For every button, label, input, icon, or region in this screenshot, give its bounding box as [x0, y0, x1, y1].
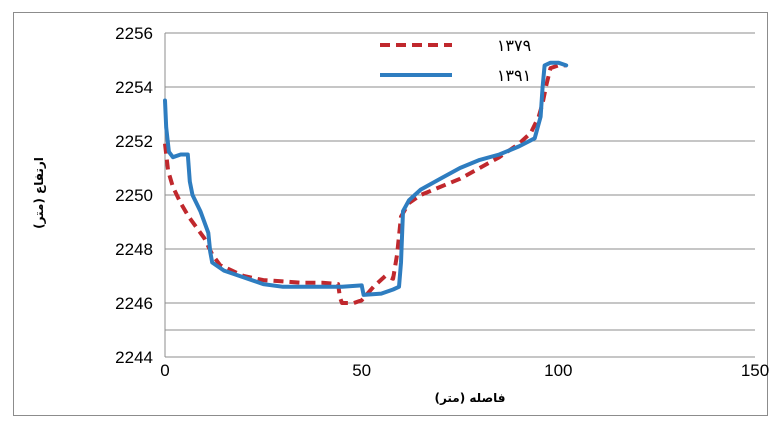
x-tick-label-150: 150 [741, 361, 769, 380]
series-line-0 [163, 63, 567, 305]
x-tick-label-0: 0 [160, 361, 169, 380]
y-tick-label-2250: 2250 [115, 186, 153, 205]
y-tick-label-2244: 2244 [115, 348, 153, 367]
gridlines [165, 32, 755, 331]
series-line-1 [163, 60, 569, 297]
legend-label-1379: ۱۳۷۹ [497, 36, 531, 55]
x-tick-label-100: 100 [544, 361, 572, 380]
legend: ۱۳۷۹ ۱۳۹۱ [380, 36, 531, 85]
axes [164, 33, 755, 358]
legend-label-1391: ۱۳۹۱ [497, 66, 531, 85]
y-axis-title: ارتفاع (متر) [32, 157, 46, 229]
y-tick-label-2254: 2254 [115, 78, 153, 97]
y-tick-label-2252: 2252 [115, 132, 153, 151]
tick-labels: 2244 2246 2248 2250 2252 2254 2256 0 50 100 150 [115, 24, 769, 380]
chart-frame: 2244 2246 2248 2250 2252 2254 2256 0 50 100 150 ۱۳… [13, 12, 769, 416]
line-chart: 2244 2246 2248 2250 2252 2254 2256 0 50 100 150 ۱۳… [32, 24, 769, 405]
y-tick-label-2248: 2248 [115, 240, 153, 259]
x-tick-label-50: 50 [352, 361, 371, 380]
y-tick-label-2256: 2256 [115, 24, 153, 43]
series-lines [163, 60, 569, 305]
x-axis-title: فاصله (متر) [434, 391, 505, 405]
y-tick-label-2246: 2246 [115, 294, 153, 313]
